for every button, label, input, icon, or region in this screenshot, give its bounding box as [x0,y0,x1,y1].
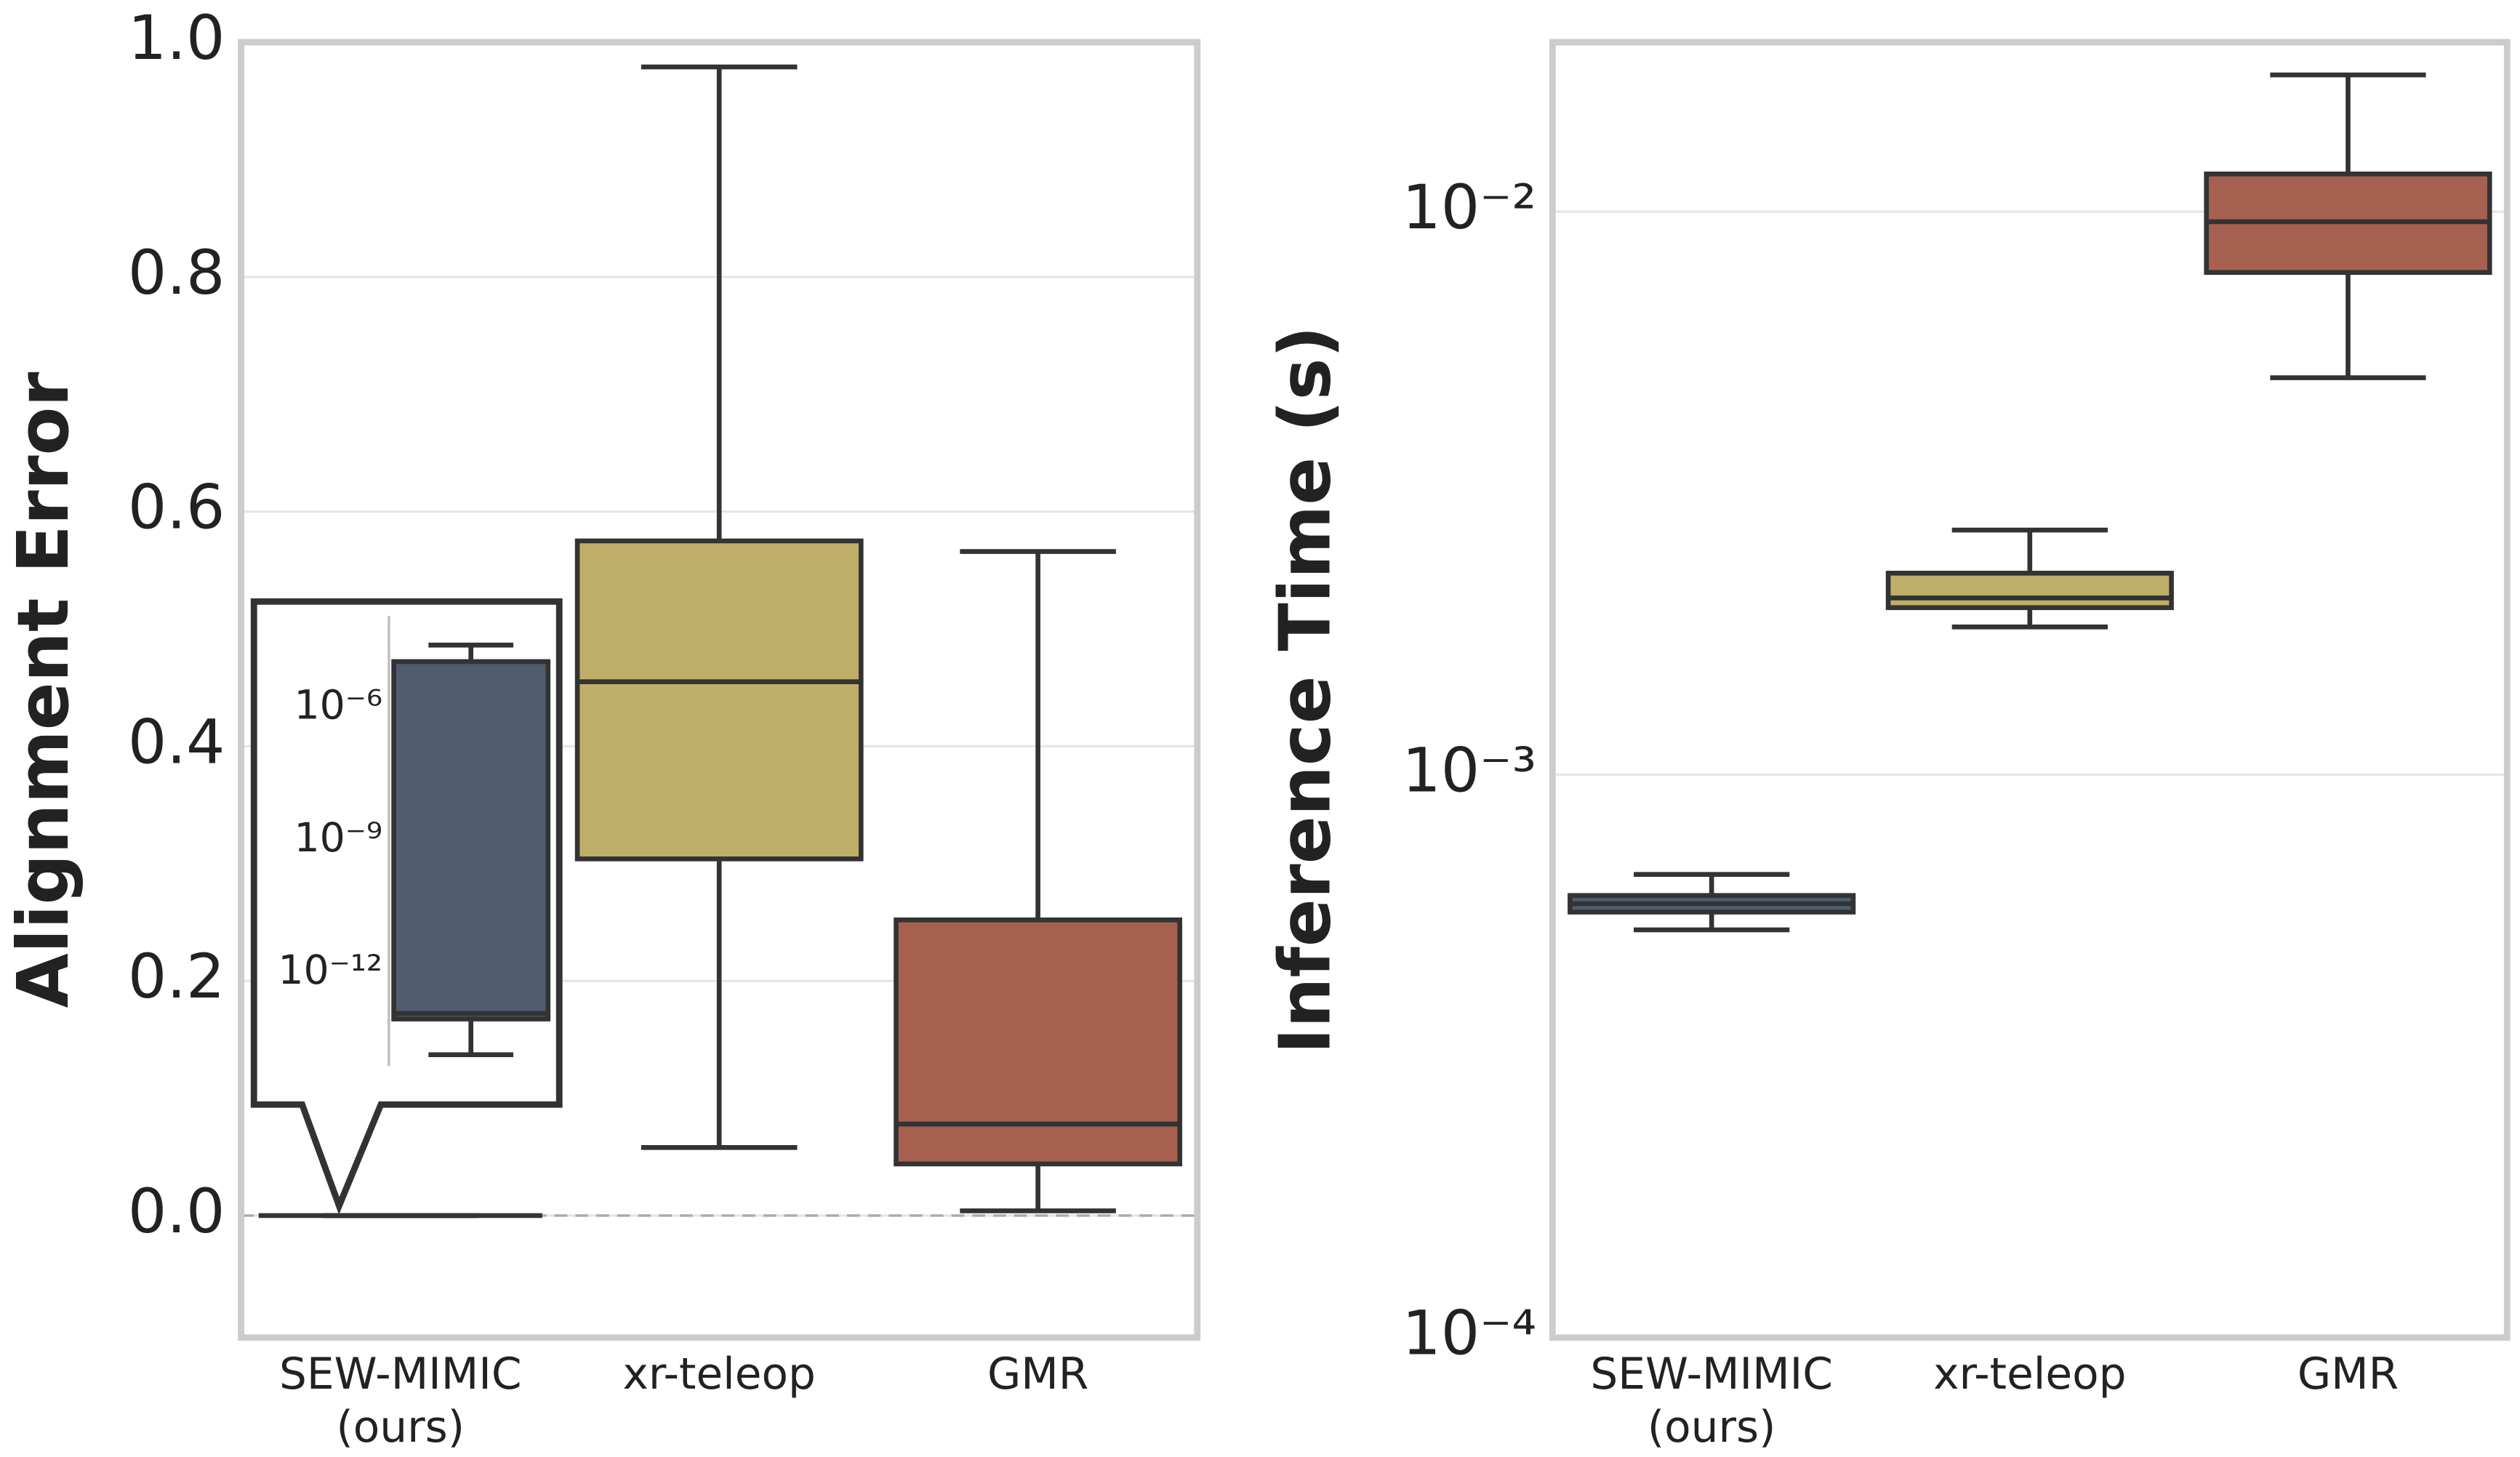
y-tick-label: 0.2 [128,941,225,1012]
box [894,917,1182,1167]
x-tick-label: SEW-MIMIC (ours) [1590,1349,1833,1452]
x-tick-label-line: GMR [2298,1349,2399,1399]
y-tick-label: 0.8 [128,237,225,308]
y-tick-label: 0.6 [128,472,225,543]
x-tick-label: xr-teleop [623,1349,816,1399]
box [391,659,551,1021]
axes-frame [1549,39,2511,1341]
inset-tick-label: 10⁻⁹ [294,815,382,862]
y-tick-label: 10⁻⁴ [1402,1298,1536,1369]
box [1885,571,2174,611]
x-tick-label-line: GMR [987,1349,1088,1399]
x-tick-label: SEW-MIMIC (ours) [279,1349,522,1452]
y-axis-label: Alignment Error [2,372,84,1008]
y-tick-label: 1.0 [128,2,225,73]
y-tick-label: 10⁻³ [1402,734,1536,806]
x-tick-label: xr-teleop [1933,1349,2126,1399]
x-tick-label-line: (ours) [337,1402,465,1452]
y-tick-label: 0.4 [128,706,225,777]
y-axis-label: Inference Time (s) [1264,326,1346,1054]
y-tick-label: 10⁻² [1402,172,1536,243]
inset-tick-label: 10⁻¹² [278,947,382,994]
x-tick-label-line: xr-teleop [1933,1349,2126,1399]
y-tick-label: 0.0 [128,1176,225,1247]
x-tick-label: GMR [2298,1349,2399,1399]
x-tick-label-line: SEW-MIMIC [1590,1349,1833,1399]
inset-tick-label: 10⁻⁶ [294,682,382,728]
x-tick-label-line: xr-teleop [623,1349,816,1399]
axes-frame [238,39,1201,1341]
x-tick-label-line: (ours) [1648,1402,1776,1452]
box [574,538,864,862]
x-tick-label: GMR [987,1349,1088,1399]
x-tick-label-line: SEW-MIMIC [279,1349,522,1399]
